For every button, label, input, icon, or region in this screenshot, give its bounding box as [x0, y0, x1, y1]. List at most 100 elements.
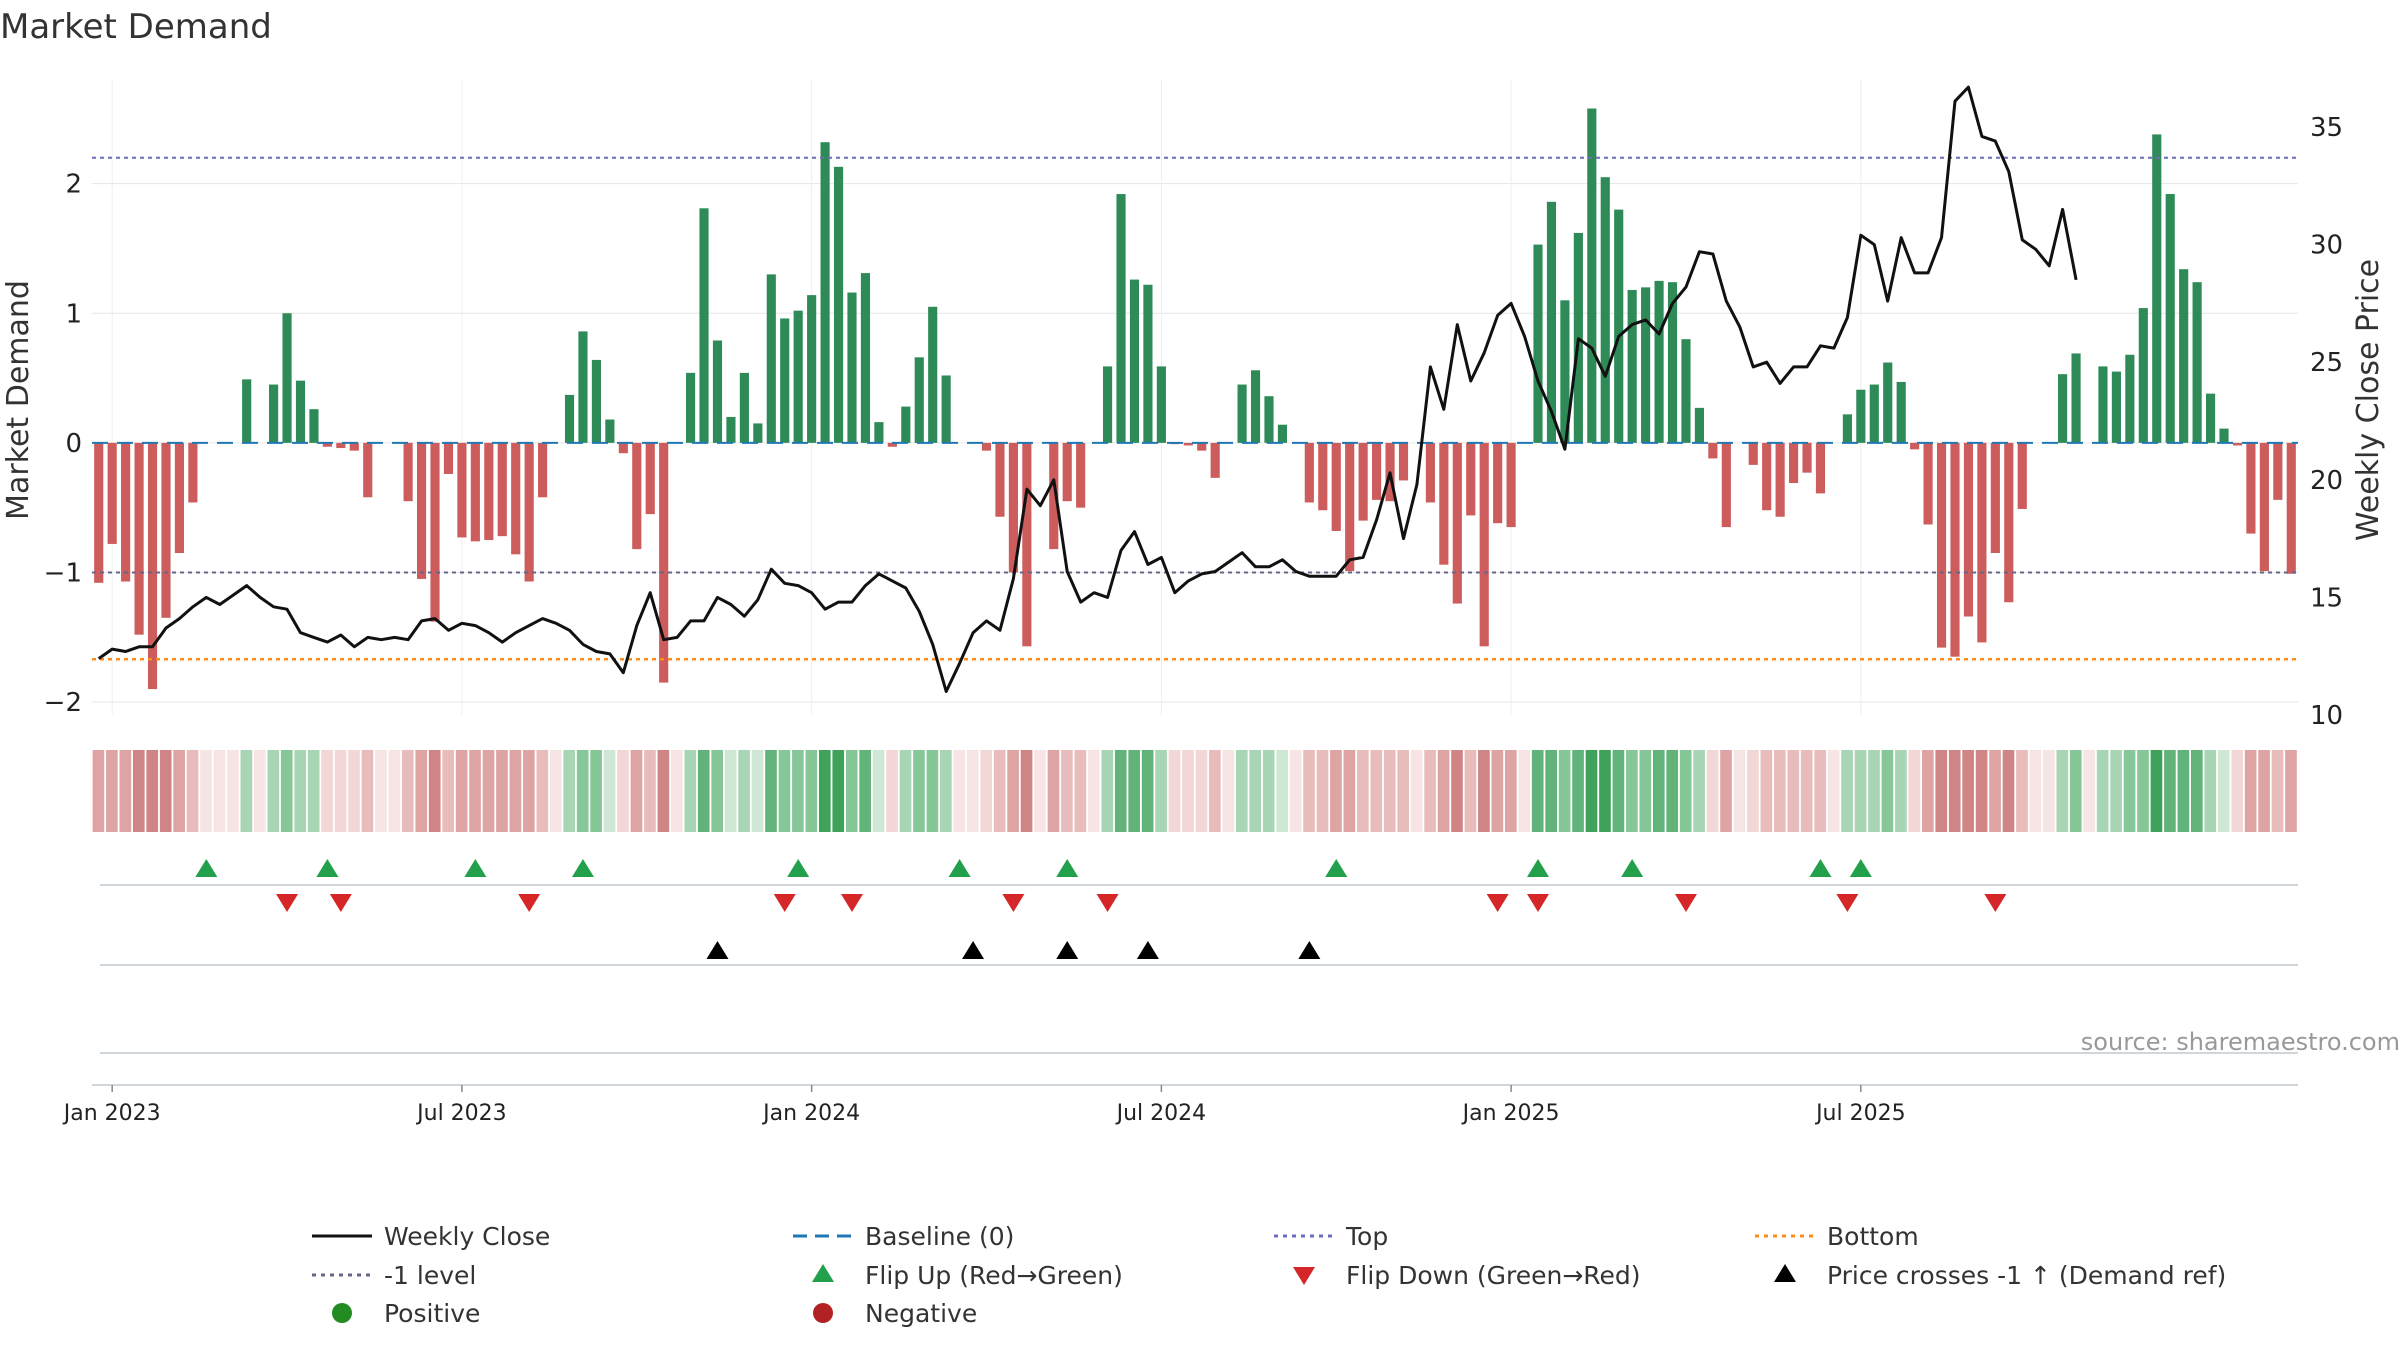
demand-bar — [1748, 442, 1758, 465]
demand-bar — [2111, 371, 2121, 443]
heat-cell — [200, 750, 212, 832]
demand-bar — [1708, 442, 1718, 459]
demand-bar — [1802, 442, 1812, 473]
heat-cell — [523, 750, 535, 832]
heat-cell — [146, 750, 159, 832]
demand-bar — [295, 380, 306, 443]
flip-down-marker — [1096, 894, 1119, 912]
heat-cell — [348, 750, 360, 832]
heat-cell — [751, 750, 764, 832]
heat-cell — [1895, 750, 1907, 832]
flip-up-marker — [1809, 859, 1832, 877]
heat-cell — [563, 750, 576, 832]
demand-bar — [416, 442, 427, 579]
heat-cell — [697, 750, 710, 832]
heat-cell — [1235, 750, 1248, 832]
demand-bar — [1762, 442, 1772, 511]
heat-cell — [2177, 750, 2190, 832]
flip-down-marker — [1002, 894, 1025, 912]
flip-up-marker — [1849, 859, 1872, 877]
demand-bar — [1143, 284, 1153, 443]
demand-bar — [363, 442, 373, 498]
demand-bar — [2098, 366, 2108, 443]
demand-bar — [1156, 366, 1166, 443]
heat-cell — [657, 750, 670, 832]
heat-cell — [240, 750, 253, 832]
heat-cell — [1881, 750, 1894, 832]
flip-down-marker — [1984, 894, 2007, 912]
heat-cell — [361, 750, 374, 832]
heat-cell — [1706, 750, 1719, 832]
price-cross-marker — [1298, 941, 1321, 959]
heat-cell — [1007, 750, 1019, 832]
price-cross-marker — [962, 941, 985, 959]
heat-cell — [173, 750, 185, 832]
demand-bar — [887, 442, 897, 447]
legend-swatch-positive-icon — [332, 1303, 352, 1323]
demand-bar — [1506, 442, 1516, 528]
heat-cell — [644, 750, 656, 832]
heat-cell — [388, 750, 401, 832]
heat-cell — [106, 750, 118, 832]
demand-bar — [1896, 381, 1906, 443]
legend-positive: Positive — [384, 1299, 480, 1328]
demand-bar — [2004, 442, 2014, 603]
demand-bar — [1479, 442, 1489, 647]
heat-cell — [1747, 750, 1759, 832]
heat-cell — [1989, 750, 2001, 832]
heat-cell — [1316, 750, 1329, 832]
demand-bar — [1936, 442, 1947, 648]
heat-cell — [832, 750, 845, 832]
legend-swatch-price-cross-icon — [1774, 1264, 1796, 1282]
flip-up-marker — [1325, 859, 1348, 877]
y-tick-left-label: 0 — [65, 429, 82, 459]
demand-bar — [833, 166, 844, 443]
x-tick-label: Jan 2023 — [62, 1101, 161, 1126]
heat-cell — [859, 750, 871, 832]
legend-flip-up: Flip Up (Red→Green) — [865, 1261, 1123, 1290]
flip-up-marker — [464, 859, 487, 877]
heat-cell — [1397, 750, 1410, 832]
demand-bar — [282, 313, 292, 443]
demand-bar — [1425, 442, 1435, 503]
demand-bar — [1345, 442, 1355, 572]
y-tick-left-label: −2 — [44, 688, 82, 718]
demand-bar — [1775, 442, 1785, 517]
heat-cell — [953, 750, 966, 832]
demand-bar — [242, 379, 252, 443]
heat-cell — [1209, 750, 1221, 832]
heat-cell — [1410, 750, 1423, 832]
heat-cell — [1195, 750, 1208, 832]
demand-bar — [1022, 442, 1032, 647]
demand-bar — [2152, 134, 2162, 443]
demand-bar — [901, 406, 911, 443]
demand-bar — [2273, 442, 2283, 500]
demand-bar — [632, 442, 642, 550]
heat-cell — [980, 750, 993, 832]
legend-negative: Negative — [865, 1299, 977, 1328]
heat-cell — [886, 750, 898, 832]
flip-up-marker — [316, 859, 339, 877]
flip-up-marker — [1056, 859, 1079, 877]
legend: Weekly Close Baseline (0) Top Bottom -1 … — [312, 1222, 2226, 1328]
demand-bar — [686, 372, 696, 443]
heat-cell — [213, 750, 226, 832]
heat-cell — [1370, 750, 1383, 832]
heat-cell — [455, 750, 468, 832]
heat-cell — [1841, 750, 1853, 832]
heat-cell — [2258, 750, 2270, 832]
heat-cell — [1733, 750, 1746, 832]
heat-cell — [872, 750, 885, 832]
demand-bar — [403, 442, 413, 502]
demand-bar — [1587, 108, 1597, 443]
demand-bar — [161, 442, 171, 618]
heat-cell — [993, 750, 1006, 832]
y-axis-right-label: Weekly Close Price — [2351, 259, 2386, 541]
demand-bar — [1062, 442, 1072, 502]
heat-cell — [1908, 750, 1921, 832]
demand-bar — [807, 295, 817, 443]
demand-bar — [1493, 442, 1503, 524]
demand-bar — [511, 442, 521, 555]
heat-cell — [1545, 750, 1557, 832]
heat-cell — [590, 750, 602, 832]
